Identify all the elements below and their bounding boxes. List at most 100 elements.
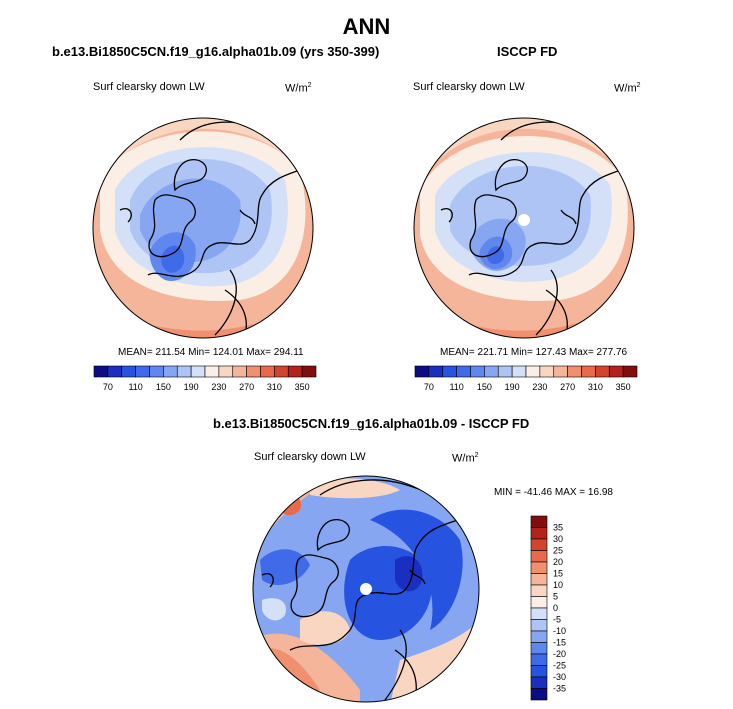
colorbar-swatch	[530, 561, 548, 574]
colorbar-tick-label: 70	[424, 382, 434, 392]
colorbar-swatch	[135, 365, 150, 378]
map1-border	[92, 117, 314, 339]
map2-border	[413, 117, 635, 339]
colorbar-swatch	[525, 365, 541, 378]
colorbar-swatch	[608, 365, 624, 378]
map3-pole-mask	[360, 583, 372, 595]
colorbar-swatch	[470, 365, 485, 378]
colorbar-tick-label: -10	[553, 626, 566, 636]
colorbar-panel1: 70 110 150 190 230 270 310 350	[93, 365, 317, 392]
panel2-title: ISCCP FD	[497, 44, 558, 59]
map3-field	[253, 476, 479, 702]
colorbar-swatch	[530, 688, 548, 701]
colorbar-tick-label: -30	[553, 672, 566, 682]
panel1-variable-label: Surf clearsky down LW	[93, 81, 205, 93]
colorbar-swatch	[530, 515, 548, 528]
colorbar-swatch	[530, 538, 548, 551]
colorbar-tick-label: -5	[553, 615, 561, 625]
colorbar-tick-label: 310	[588, 382, 603, 392]
map2-pole-mask	[518, 214, 530, 226]
colorbar-swatch	[530, 527, 548, 540]
panel2-stats: MEAN= 221.71 Min= 127.43 Max= 277.76	[440, 347, 628, 358]
colorbar-tick-label: 230	[211, 382, 226, 392]
colorbar-tick-label: 270	[239, 382, 254, 392]
map2-field	[414, 118, 634, 338]
colorbar-tick-label: -20	[553, 649, 566, 659]
colorbar-swatch	[204, 365, 220, 378]
colorbar-tick-label: 350	[295, 382, 310, 392]
colorbar-swatch	[622, 365, 638, 378]
colorbar-swatch	[456, 365, 471, 378]
colorbar-swatch	[530, 573, 548, 586]
colorbar-tick-label: 230	[532, 382, 547, 392]
colorbar-tick-label: 10	[553, 580, 563, 590]
colorbar-swatch	[530, 607, 548, 620]
colorbar-tick-label: 110	[128, 382, 142, 392]
colorbar-swatch	[530, 676, 548, 689]
colorbar-tick-label: 15	[553, 569, 563, 579]
colorbar-swatch	[511, 365, 527, 378]
panel3-title: b.e13.Bi1850C5CN.f19_g16.alpha01b.09 - I…	[213, 416, 530, 431]
panel3-variable-label: Surf clearsky down LW	[254, 451, 366, 463]
colorbar-swatch	[274, 365, 289, 378]
colorbar-tick-label: 25	[553, 546, 563, 556]
map3-border	[252, 475, 480, 703]
panel1-stats: MEAN= 211.54 Min= 124.01 Max= 294.11	[118, 347, 304, 358]
colorbar-tick-label: 270	[560, 382, 575, 392]
colorbar-swatch	[530, 642, 548, 655]
colorbar-tick-label: 5	[553, 592, 558, 602]
colorbar-tick-label: -25	[553, 661, 566, 671]
colorbar-tick-label: 110	[449, 382, 463, 392]
colorbar-swatch	[530, 630, 548, 643]
panel2-variable-label: Surf clearsky down LW	[413, 81, 525, 93]
colorbar-swatch	[530, 665, 548, 678]
colorbar-swatch	[484, 365, 499, 378]
colorbar-swatch	[287, 365, 303, 378]
colorbar-tick-label: 350	[616, 382, 631, 392]
colorbar-tick-label: 35	[553, 523, 563, 533]
colorbar-swatch	[530, 619, 548, 632]
colorbar-swatch	[497, 365, 513, 378]
colorbar-swatch	[246, 365, 261, 378]
colorbar-swatch	[553, 365, 568, 378]
colorbar-tick-label: 150	[156, 382, 171, 392]
colorbar-swatch	[567, 365, 582, 378]
colorbar-tick-label: 30	[553, 534, 563, 544]
colorbar-tick-label: -35	[553, 684, 566, 694]
colorbar-swatch	[428, 365, 444, 378]
colorbar-swatch	[176, 365, 192, 378]
panel2-units: W/m2	[614, 82, 641, 95]
colorbar-swatch	[530, 584, 548, 597]
colorbar-swatch	[581, 365, 596, 378]
colorbar-swatch	[539, 365, 555, 378]
colorbar-swatch	[163, 365, 178, 378]
colorbar-swatch	[190, 365, 206, 378]
colorbar-tick-label: -15	[553, 638, 566, 648]
colorbar-swatch	[530, 550, 548, 563]
colorbar-swatch	[218, 365, 234, 378]
colorbar-tick-label: 0	[553, 603, 558, 613]
colorbar-swatch	[260, 365, 275, 378]
colorbar-swatch	[93, 365, 109, 378]
colorbar-panel2: 70 110 150 190 230 270 310 350	[414, 365, 638, 392]
colorbar-tick-label: 20	[553, 557, 563, 567]
map1-field	[93, 118, 313, 338]
colorbar-swatch	[530, 596, 548, 609]
page-title: ANN	[342, 14, 391, 39]
panel3-units: W/m2	[452, 452, 479, 465]
colorbar-swatch	[442, 365, 457, 378]
colorbar-swatch	[595, 365, 610, 378]
colorbar-tick-label: 190	[505, 382, 520, 392]
panel1-units: W/m2	[285, 82, 312, 95]
colorbar-swatch	[530, 653, 548, 666]
colorbar-swatch	[149, 365, 164, 378]
panel3-stats: MIN = -41.46 MAX = 16.98	[494, 487, 613, 498]
colorbar-swatch	[414, 365, 430, 378]
colorbar-swatch	[232, 365, 247, 378]
colorbar-swatch	[301, 365, 317, 378]
colorbar-swatch	[121, 365, 136, 378]
colorbar-tick-label: 190	[184, 382, 199, 392]
colorbar-tick-label: 150	[477, 382, 492, 392]
